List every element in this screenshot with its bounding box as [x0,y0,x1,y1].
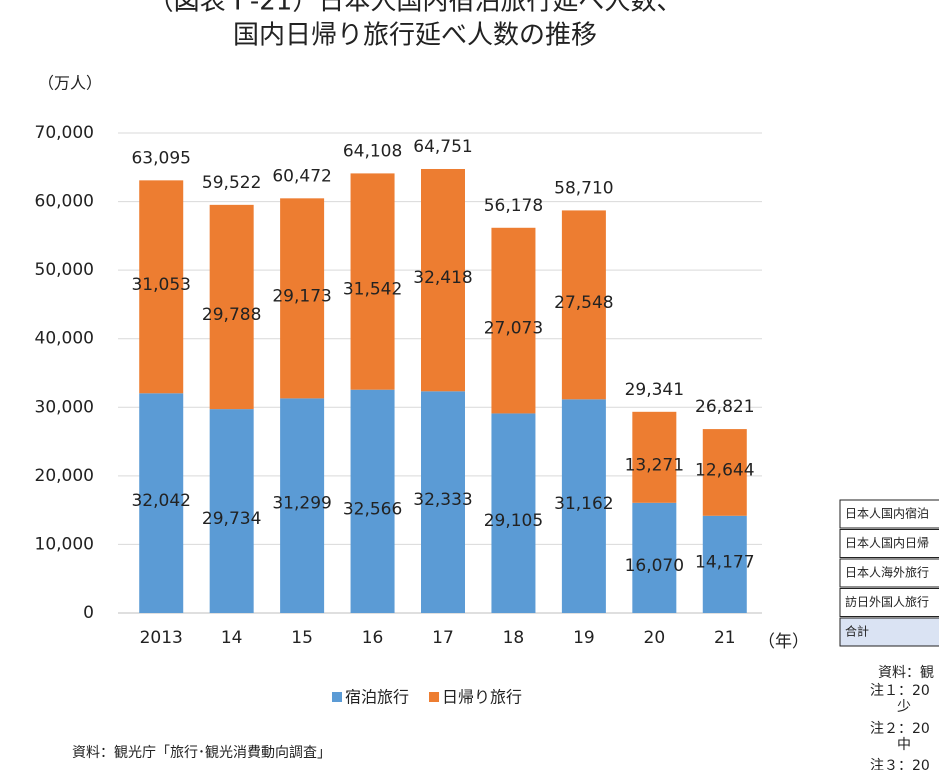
table-row-label: 訪日外国人旅行 [845,594,929,609]
data-label: 32,333 [413,490,472,510]
total-label: 64,108 [343,141,402,161]
total-label: 63,095 [131,148,190,168]
chart-title: （図表 I -21）日本人国内宿泊旅行延べ人数、 [148,0,683,17]
bar-segment [561,210,606,400]
y-tick-label: 10,000 [35,534,94,554]
table-cell [839,588,939,617]
source: 資料：観光庁「旅行･観光消費動向調査」 [72,744,331,761]
bar-segment [280,198,325,399]
data-label: 31,053 [131,275,190,295]
x-tick-label: 16 [362,628,384,648]
bar-segment [209,204,254,410]
x-tick-label: 17 [432,628,454,648]
data-label: 29,788 [202,305,261,325]
bar-segment [632,411,677,503]
data-label: 29,173 [272,286,331,306]
table-row-label: 日本人国内宿泊 [845,506,929,521]
x-tick-label: 18 [503,628,525,648]
total-label: 59,522 [202,173,261,193]
bar-segment [491,413,536,613]
data-label: 31,542 [343,280,402,300]
data-label: 32,566 [343,499,402,519]
legend-label: 日帰り旅行 [442,688,522,707]
bar-segment [632,502,677,613]
legend-swatch [429,692,440,702]
data-label: 16,070 [625,556,684,576]
table-row-label: 日本人国内日帰 [845,536,929,550]
y-tick-label: 40,000 [35,329,94,349]
y-tick-label: 30,000 [35,397,94,417]
x-axis-label: （年） [758,632,809,652]
bar-segment [209,409,254,613]
legend-label: 宿泊旅行 [345,688,409,707]
x-tick-label: 14 [221,628,243,648]
bar-segment [350,389,395,613]
y-tick-label: 20,000 [35,466,94,486]
x-tick-label: 15 [291,628,313,648]
data-label: 32,042 [131,491,190,511]
data-label: 31,162 [554,494,613,514]
data-label: 32,418 [413,268,472,288]
table-row-label: 日本人海外旅行 [845,565,929,580]
x-tick-label: 2013 [140,628,183,648]
side-note: 注１：20 [870,683,930,699]
bar-segment [139,393,184,613]
y-tick-label: 50,000 [35,260,94,280]
x-tick-label: 20 [644,628,666,648]
legend-swatch [332,692,342,702]
bar-segment [702,429,747,516]
bar-segment [350,173,395,390]
bar-segment [491,227,536,414]
bar-segment [421,168,465,392]
side-note: 少 [897,699,911,715]
bar-segment [139,180,184,394]
data-label: 12,644 [695,460,754,480]
data-label: 31,299 [272,494,331,514]
bar-segment [421,391,465,613]
side-note: 資料：観 [878,664,934,681]
data-label: 27,548 [554,293,613,313]
side-note: 注２：20 [870,721,930,737]
bar-segment [561,399,606,613]
bar-segment [280,398,325,613]
data-label: 29,734 [202,509,261,529]
total-label: 64,751 [413,137,472,157]
total-label: 26,821 [695,397,754,417]
y-axis-label: （万人） [38,74,102,93]
total-label: 60,472 [272,166,331,186]
table-cell [839,529,939,558]
data-label: 14,177 [695,552,754,572]
x-tick-label: 19 [573,628,595,648]
data-label: 29,105 [484,511,543,531]
total-label: 58,710 [554,178,613,198]
chart-title: 国内日帰り旅行延べ人数の推移 [233,21,597,51]
bar-segment [702,515,747,613]
total-label: 56,178 [484,196,543,216]
side-note: 注３：20 [870,758,930,770]
y-tick-label: 60,000 [35,192,94,212]
table-row-label: 合計 [845,624,869,639]
table-cell [839,558,939,588]
y-tick-label: 70,000 [35,123,94,143]
y-tick-label: 0 [83,603,94,623]
data-label: 13,271 [625,455,684,475]
data-label: 27,073 [484,319,543,339]
total-label: 29,341 [625,380,684,400]
table-cell [839,499,939,529]
side-note: 中 [897,737,911,753]
x-tick-label: 21 [714,628,736,648]
table-cell [839,617,939,647]
